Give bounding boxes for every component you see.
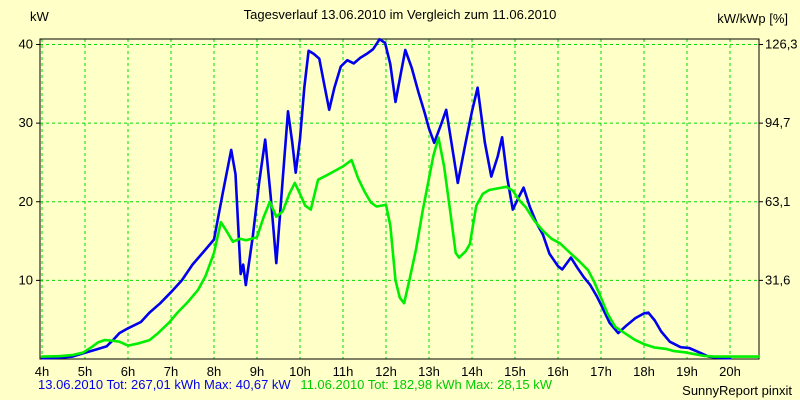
series-line-13-06-2010	[40, 37, 732, 360]
footer-stats-day2: 11.06.2010 Tot: 182,98 kWh Max: 28,15 kW	[300, 377, 553, 392]
right-tick-label: 126,3	[765, 37, 798, 52]
right-tick-label: 63,1	[765, 194, 790, 209]
left-tick-label: 40	[19, 37, 33, 52]
footer-stats-day1: 13.06.2010 Tot: 267,01 kWh Max: 40,67 kW	[38, 377, 291, 392]
right-tick-label: 94,7	[765, 115, 790, 130]
x-tick-label: 10h	[289, 364, 311, 379]
x-tick-label: 13h	[418, 364, 440, 379]
x-tick-label: 11h	[333, 364, 354, 379]
right-axis-unit-label: kW/kWp [%]	[717, 11, 788, 26]
left-tick-label: 30	[19, 115, 33, 130]
x-tick-label: 18h	[633, 364, 655, 379]
x-tick-label: 7h	[164, 364, 178, 379]
left-tick-label: 10	[19, 272, 33, 287]
x-tick-label: 19h	[676, 364, 698, 379]
chart-title: Tagesverlauf 13.06.2010 im Vergleich zum…	[243, 7, 557, 22]
footer-stats: 13.06.2010 Tot: 267,01 kWh Max: 40,67 kW…	[38, 377, 552, 392]
right-tick-label: 31,6	[765, 272, 790, 287]
credit-text: SunnyReport pinxit	[682, 383, 792, 398]
x-tick-label: 17h	[590, 364, 612, 379]
x-tick-label: 16h	[547, 364, 569, 379]
x-tick-label: 12h	[375, 364, 397, 379]
left-axis-unit-label: kW	[30, 9, 49, 24]
x-tick-label: 6h	[121, 364, 135, 379]
x-tick-label: 14h	[461, 364, 483, 379]
x-tick-label: 9h	[250, 364, 264, 379]
x-tick-label: 8h	[207, 364, 221, 379]
series-line-11-06-2010	[40, 136, 761, 358]
x-tick-label: 4h	[35, 364, 49, 379]
left-tick-label: 20	[19, 194, 33, 209]
x-tick-label: 5h	[78, 364, 92, 379]
x-tick-label: 20h	[719, 364, 741, 379]
x-tick-label: 15h	[504, 364, 526, 379]
plot-border	[39, 38, 760, 360]
